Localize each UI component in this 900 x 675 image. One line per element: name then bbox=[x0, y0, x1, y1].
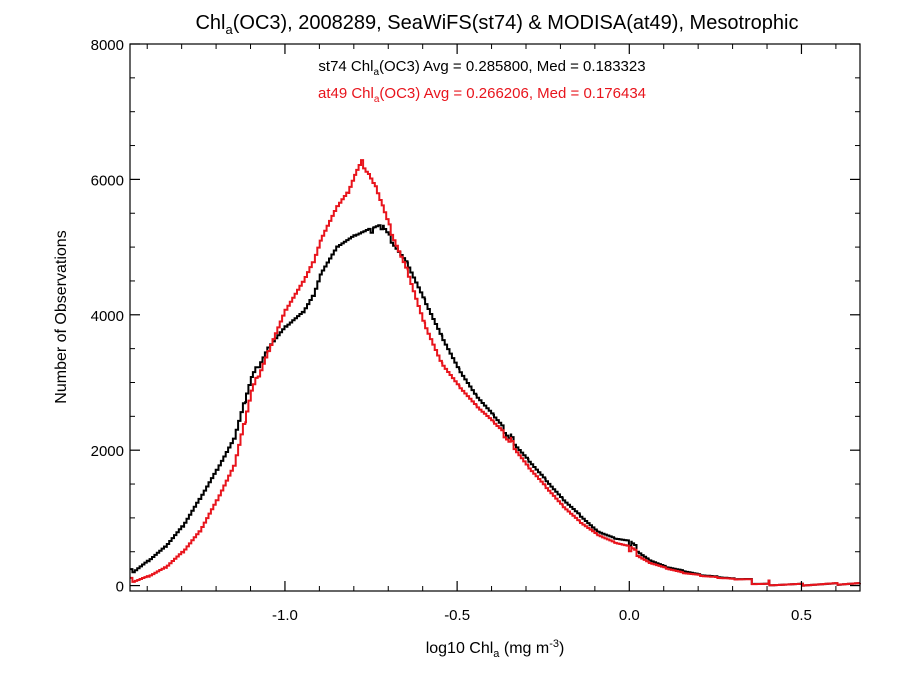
x-tick-label: -0.5 bbox=[444, 607, 470, 624]
y-tick-label: 6000 bbox=[91, 172, 124, 189]
series-layer bbox=[130, 159, 861, 587]
chart-title-subscript: a bbox=[226, 22, 234, 37]
chart-title-prefix: Chl bbox=[195, 12, 225, 34]
legend-st74-subscript: a bbox=[373, 67, 379, 78]
legend-at49: at49 Chla(OC3) Avg = 0.266206, Med = 0.1… bbox=[318, 85, 646, 105]
x-axis-label-prefix: log10 Chl bbox=[426, 640, 494, 657]
x-axis-label-superscript: -3 bbox=[549, 638, 559, 650]
axes-layer: -1.0 -0.5 0.0 0.5 0 2000 4000 6000 8000 bbox=[91, 37, 861, 624]
x-tick-label: 0.0 bbox=[619, 607, 640, 624]
legend-st74: st74 Chla(OC3) Avg = 0.285800, Med = 0.1… bbox=[318, 58, 645, 78]
x-axis-label: log10 Chla (mg m-3) bbox=[426, 638, 565, 660]
y-tick-label: 0 bbox=[116, 579, 124, 596]
x-axis-label-end: ) bbox=[559, 640, 564, 657]
x-axis-label-mid: (mg m bbox=[499, 640, 549, 657]
legend-at49-suffix: (OC3) Avg = 0.266206, Med = 0.176434 bbox=[379, 85, 646, 102]
series-line-st74 bbox=[130, 224, 861, 587]
chart-title-suffix: (OC3), 2008289, SeaWiFS(st74) & MODISA(a… bbox=[233, 12, 799, 34]
series-line-at49 bbox=[130, 159, 861, 587]
x-tick-label: 0.5 bbox=[791, 607, 812, 624]
x-axis-label-subscript: a bbox=[493, 648, 500, 660]
y-tick-label: 8000 bbox=[91, 37, 124, 54]
y-tick-label: 4000 bbox=[91, 308, 124, 325]
plot-frame bbox=[129, 43, 861, 592]
y-tick-label: 2000 bbox=[91, 443, 124, 460]
y-axis-label: Number of Observations bbox=[53, 230, 70, 403]
legend-st74-suffix: (OC3) Avg = 0.285800, Med = 0.183323 bbox=[379, 58, 646, 75]
legend-st74-prefix: st74 Chl bbox=[318, 58, 373, 75]
chart-title: Chla(OC3), 2008289, SeaWiFS(st74) & MODI… bbox=[195, 12, 798, 37]
legend-at49-subscript: a bbox=[374, 94, 380, 105]
x-tick-label: -1.0 bbox=[272, 607, 298, 624]
legend-at49-prefix: at49 Chl bbox=[318, 85, 374, 102]
